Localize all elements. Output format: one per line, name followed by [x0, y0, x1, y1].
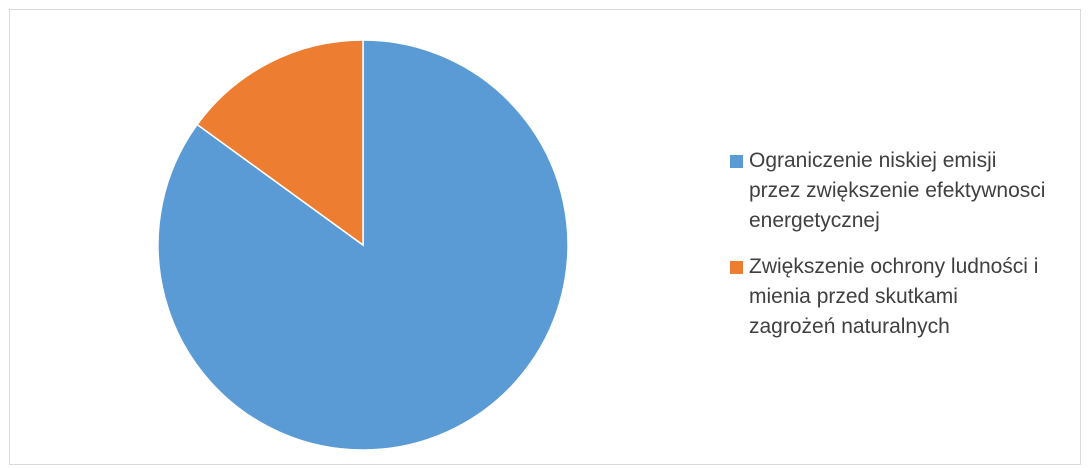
legend: Ograniczenie niskiej emisji przez zwięks…	[730, 146, 1080, 358]
chart-area: Ograniczenie niskiej emisji przez zwięks…	[9, 9, 1081, 465]
legend-item-2: Zwiększenie ochrony ludności i mienia pr…	[730, 252, 1080, 342]
legend-swatch-2	[730, 261, 743, 274]
pie-slice-2	[196, 39, 364, 247]
pie-chart	[157, 39, 569, 451]
legend-swatch-1	[730, 155, 743, 168]
legend-item-1: Ograniczenie niskiej emisji przez zwięks…	[730, 146, 1080, 236]
legend-label-1: Ograniczenie niskiej emisji przez zwięks…	[749, 149, 1046, 232]
legend-label-2: Zwiększenie ochrony ludności i mienia pr…	[749, 255, 1039, 338]
